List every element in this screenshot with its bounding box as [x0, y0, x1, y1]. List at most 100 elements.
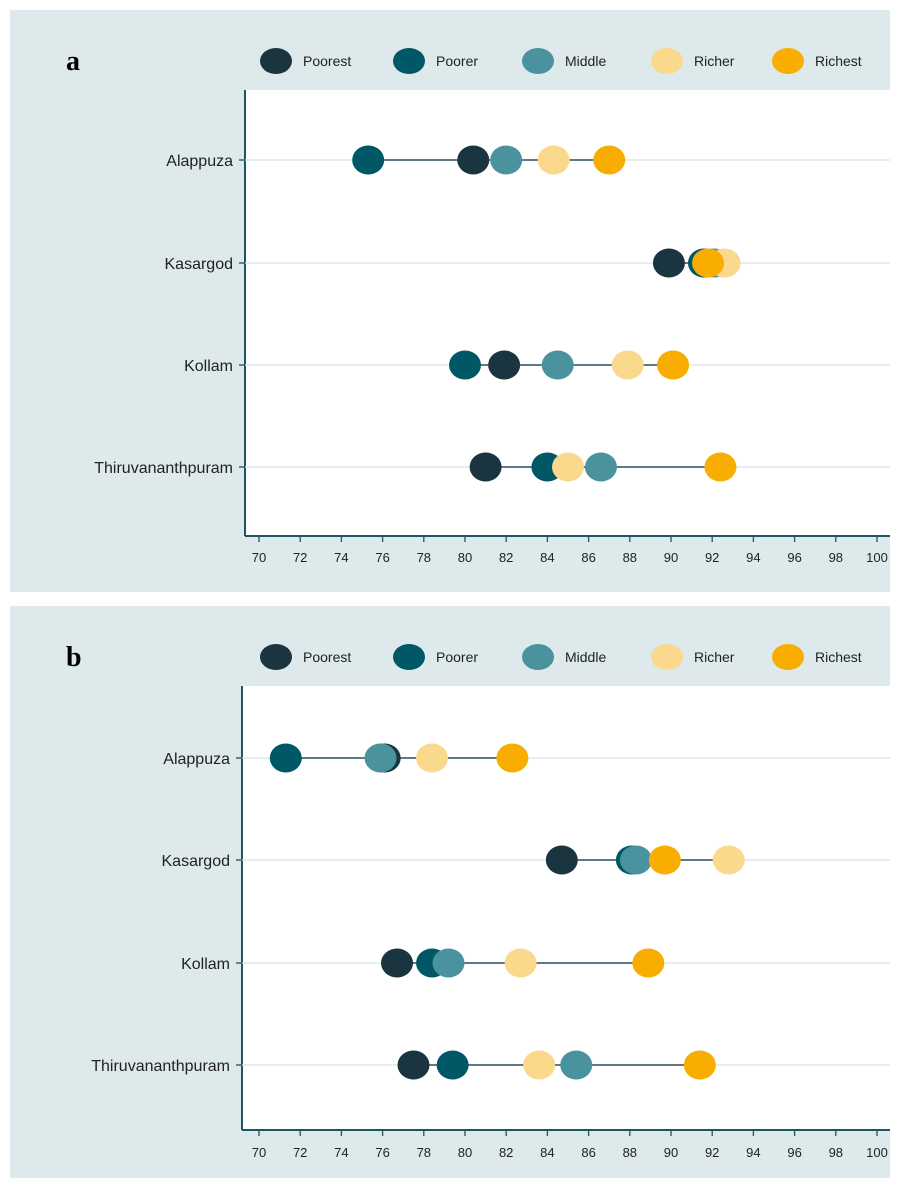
dot-richer	[523, 1050, 556, 1080]
panel-letter: a	[66, 46, 80, 77]
x-tick-label: 92	[705, 1145, 719, 1160]
category-label: Kasargod	[162, 853, 231, 870]
x-tick-label: 96	[787, 1145, 801, 1160]
dot-poorer	[269, 743, 302, 773]
dot-poorer	[449, 350, 481, 380]
legend-item-middle: Middle	[522, 46, 606, 76]
x-tick-label: 94	[746, 550, 760, 565]
x-tick-label: 78	[417, 1145, 431, 1160]
x-tick-label: 74	[334, 550, 348, 565]
dot-poorest	[457, 145, 490, 175]
x-tick-label: 100	[866, 550, 888, 565]
x-tick-label: 82	[499, 1145, 513, 1160]
dot-plot-b: 70 72 74 76 78 80 82 84 86 88 90 92 94 96 98 100 Alappuz…	[91, 686, 890, 1160]
dot-poorer	[436, 1050, 469, 1080]
dot-richer	[504, 948, 537, 978]
dot-richer	[712, 845, 745, 875]
dot-richer	[552, 452, 584, 482]
dot-richest	[648, 845, 681, 875]
legend-swatch	[393, 644, 425, 670]
legend: Poorest Poorer Middle Richer Richest	[260, 642, 890, 672]
legend-label: Richer	[694, 53, 735, 69]
dot-plot-a: 70 72 74 76 78 80 82 84 86 88 90 92 94 96 98 100 Alappuz…	[94, 90, 890, 565]
legend-label: Poorer	[436, 649, 479, 665]
dot-middle	[584, 452, 617, 482]
legend-label: Richest	[815, 649, 862, 665]
legend: Poorest Poorer Middle Richer Richest	[260, 46, 890, 76]
x-tick-label: 82	[499, 550, 513, 565]
x-tick-label: 92	[705, 550, 719, 565]
dot-richest	[657, 350, 690, 380]
legend-swatch	[393, 48, 425, 74]
x-tick-label: 88	[623, 550, 637, 565]
dot-richest	[496, 743, 529, 773]
dot-poorest	[381, 948, 414, 978]
x-tick-label: 100	[866, 1145, 888, 1160]
dot-richest	[692, 248, 725, 278]
legend-swatch	[651, 644, 683, 670]
x-tick-label: 72	[293, 550, 307, 565]
legend-item-richest: Richest	[772, 46, 862, 76]
panel-letter: b	[66, 642, 82, 673]
x-tick-label: 86	[581, 550, 595, 565]
dot-richest	[593, 145, 626, 175]
category-label: Thiruvananthpuram	[91, 1058, 230, 1075]
legend-item-middle: Middle	[522, 642, 606, 672]
x-tick-label: 98	[829, 1145, 843, 1160]
legend-swatch	[651, 48, 683, 74]
legend-swatch	[260, 48, 292, 74]
legend-swatch	[772, 644, 804, 670]
legend-label: Middle	[565, 53, 607, 69]
x-tick-label: 88	[623, 1145, 637, 1160]
x-tick-label: 80	[458, 550, 472, 565]
chart-panel-a: a Poorest Poorer Middle Richer Richest 70 72 7…	[10, 10, 890, 592]
x-tick-label: 84	[540, 1145, 554, 1160]
category-label: Kasargod	[165, 256, 234, 273]
legend-item-poorer: Poorer	[393, 46, 478, 76]
dot-richer	[416, 743, 449, 773]
dot-poorest	[397, 1050, 430, 1080]
legend-item-poorest: Poorest	[260, 642, 351, 672]
legend-label: Middle	[565, 649, 607, 665]
legend-item-richest: Richest	[772, 642, 862, 672]
legend-label: Poorer	[436, 53, 479, 69]
legend-item-richer: Richer	[651, 46, 734, 76]
legend-label: Richest	[815, 53, 862, 69]
x-tick-label: 84	[540, 550, 554, 565]
x-tick-label: 98	[829, 550, 843, 565]
category-label: Alappuza	[163, 751, 230, 768]
dot-middle	[541, 350, 574, 380]
legend-label: Poorest	[303, 649, 352, 665]
category-label: Kollam	[181, 956, 230, 973]
dot-middle	[619, 845, 652, 875]
x-tick-label: 86	[581, 1145, 595, 1160]
dot-richer	[537, 145, 570, 175]
category-label: Kollam	[184, 358, 233, 375]
x-tick-label: 72	[293, 1145, 307, 1160]
x-tick-label: 70	[252, 550, 266, 565]
dot-richest	[683, 1050, 716, 1080]
legend-swatch	[772, 48, 804, 74]
x-tick-label: 90	[664, 550, 678, 565]
dot-middle	[364, 743, 397, 773]
legend-item-richer: Richer	[651, 642, 734, 672]
dot-middle	[560, 1050, 593, 1080]
x-tick-label: 80	[458, 1145, 472, 1160]
category-label: Thiruvananthpuram	[94, 460, 233, 477]
dot-poorest	[488, 350, 521, 380]
dot-poorest	[545, 845, 578, 875]
dot-middle	[490, 145, 523, 175]
dot-richer	[611, 350, 644, 380]
dot-poorest	[652, 248, 685, 278]
legend-swatch	[522, 48, 554, 74]
legend-label: Richer	[694, 649, 735, 665]
dot-poorer	[352, 145, 385, 175]
x-tick-label: 96	[787, 550, 801, 565]
x-tick-label: 90	[664, 1145, 678, 1160]
dot-poorest	[469, 452, 502, 482]
legend-label: Poorest	[303, 53, 352, 69]
x-tick-label: 76	[375, 550, 389, 565]
dot-richest	[704, 452, 737, 482]
legend-item-poorer: Poorer	[393, 642, 478, 672]
dot-richest	[632, 948, 665, 978]
